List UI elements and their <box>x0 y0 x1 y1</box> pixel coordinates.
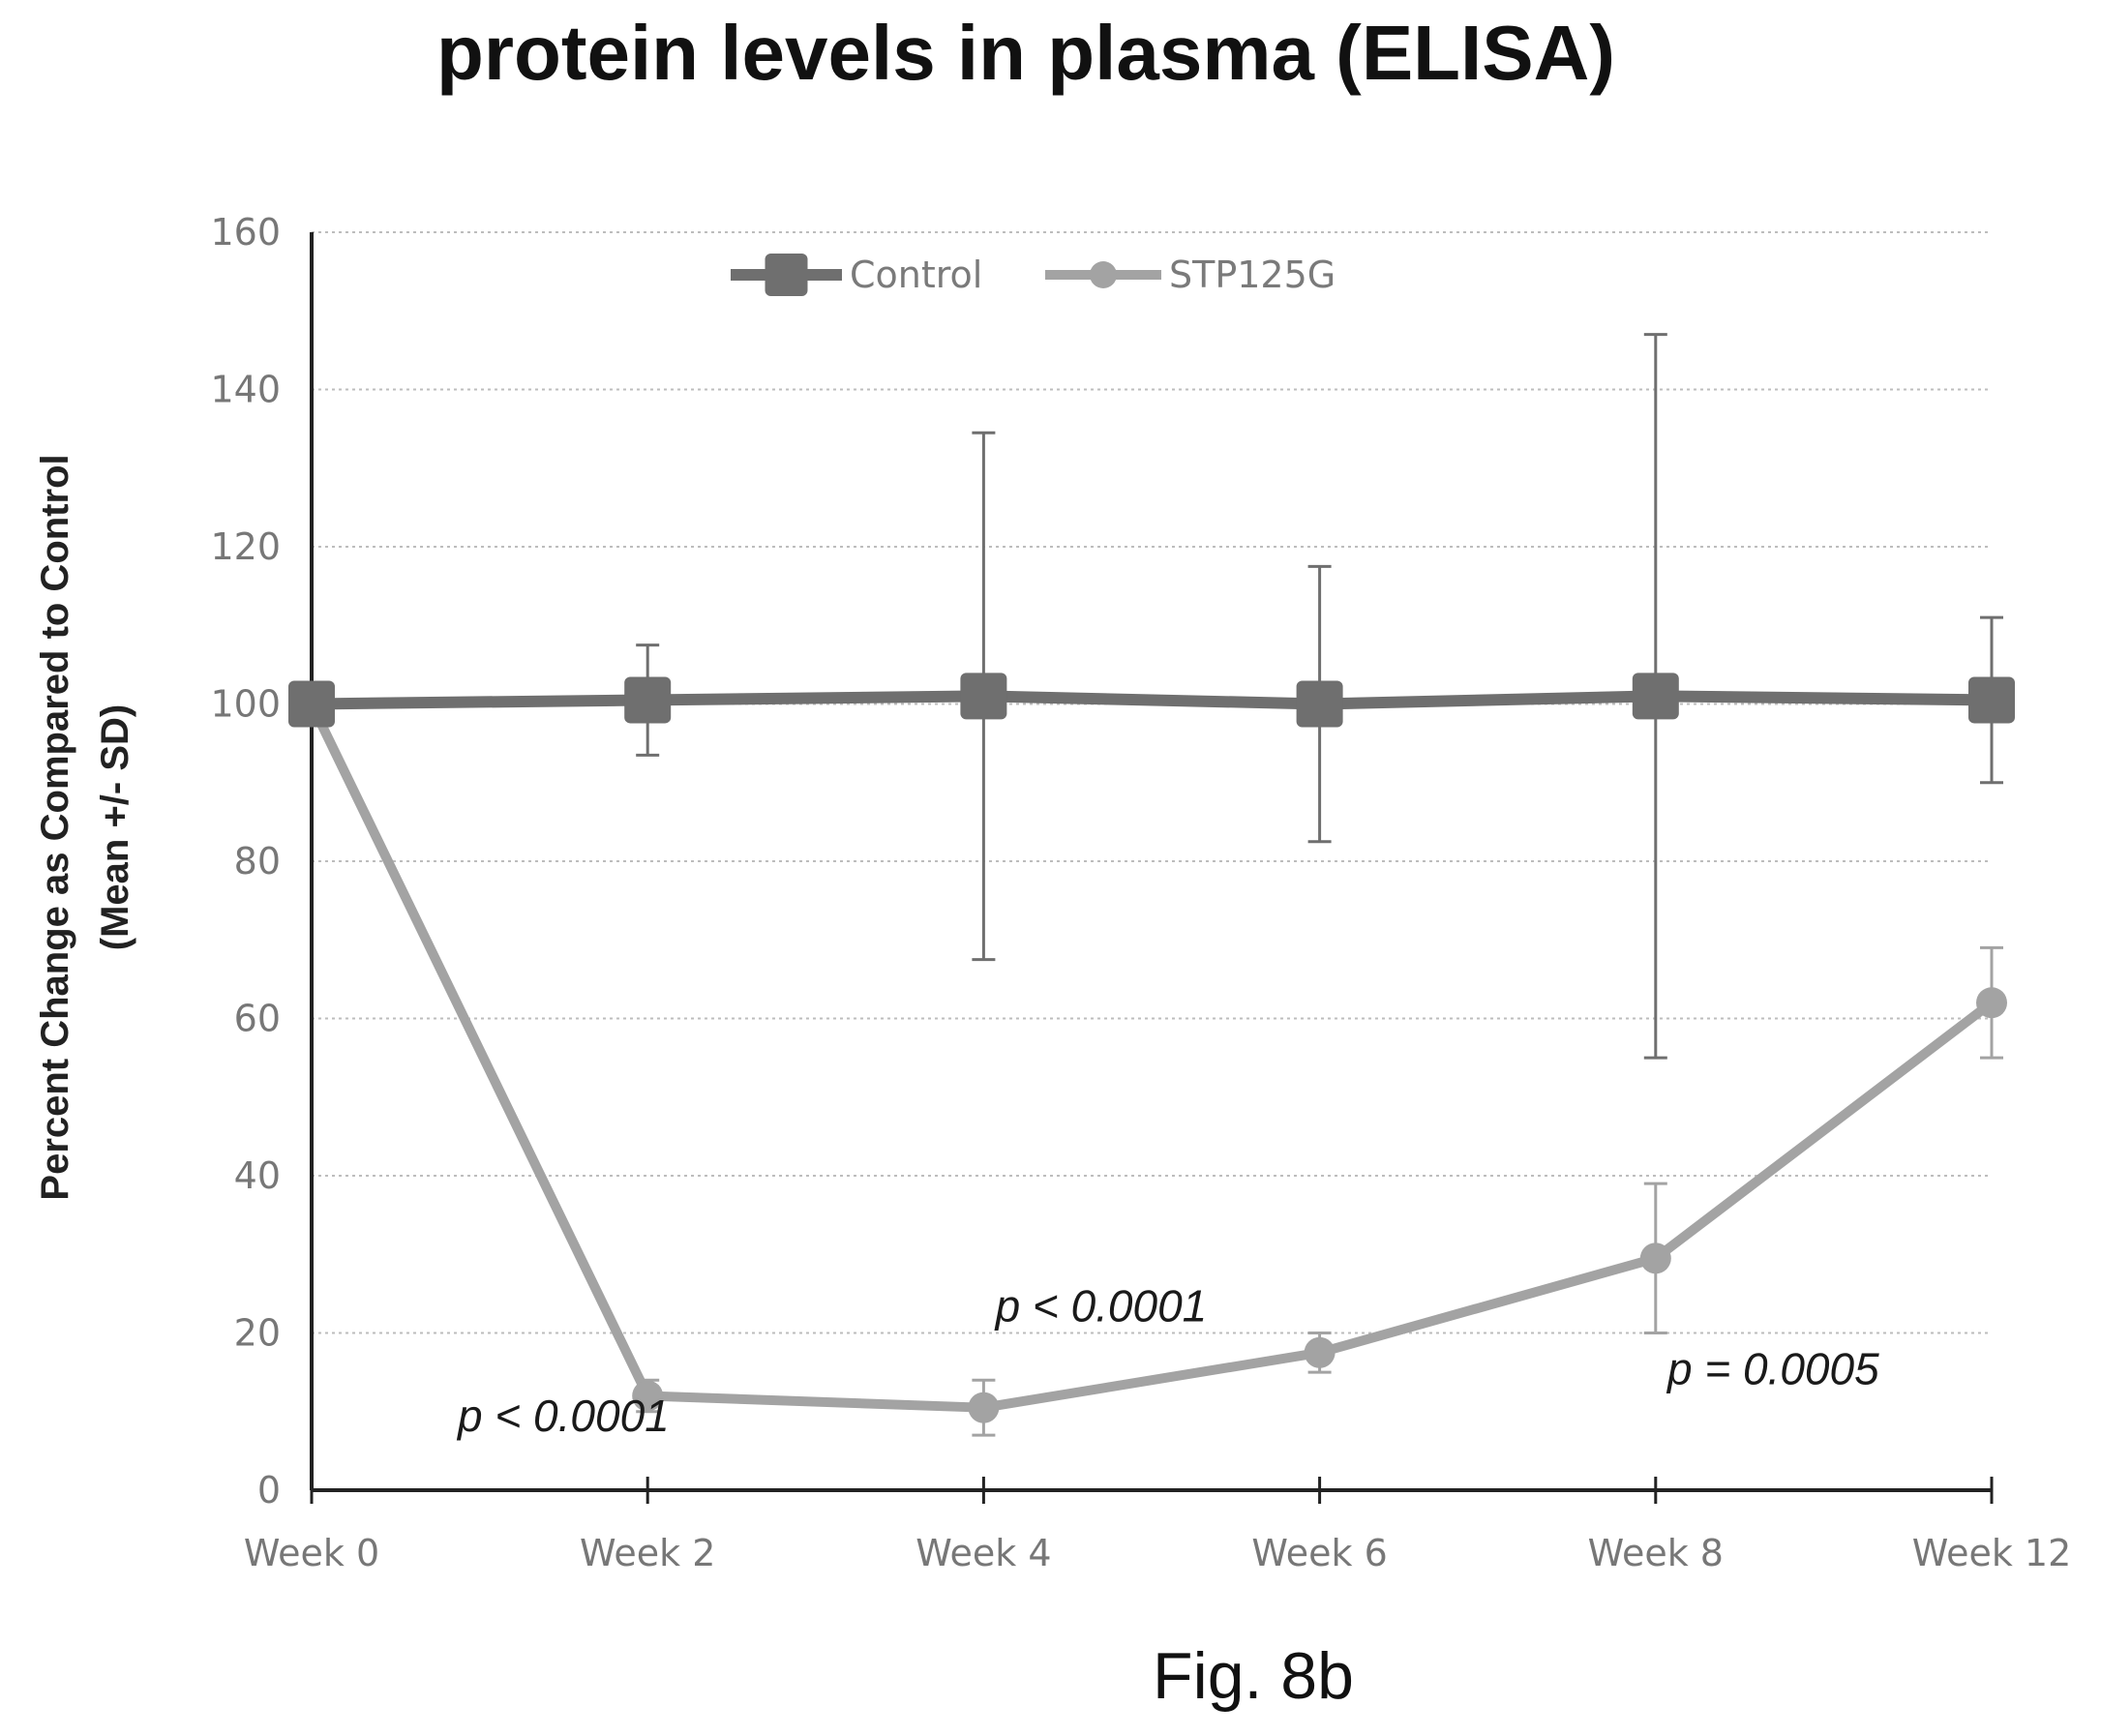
y-tick-label: 140 <box>210 369 281 411</box>
y-axis-ticks: 0 20 40 60 80 100 120 140 160 <box>210 211 281 1512</box>
legend-label: STP125G <box>1169 254 1336 296</box>
gridlines <box>312 231 1992 1334</box>
series-line <box>311 690 1993 710</box>
y-tick-label: 20 <box>234 1312 281 1355</box>
y-tick-label: 80 <box>234 840 281 883</box>
x-tick-label: Week 0 <box>244 1532 379 1574</box>
chart-title: protein levels in plasma (ELISA) <box>436 10 1615 96</box>
series-line <box>307 702 1996 1413</box>
p-value-label: p < 0.0001 <box>994 1280 1208 1331</box>
data-point <box>1968 676 2015 724</box>
y-tick-label: 40 <box>234 1154 281 1197</box>
data-point <box>288 680 335 728</box>
data-point <box>960 673 1007 720</box>
data-point <box>1632 673 1679 720</box>
legend-swatch-marker <box>1090 261 1117 288</box>
y-tick-label: 100 <box>210 683 281 726</box>
p-value-label: p = 0.0005 <box>1666 1343 1879 1393</box>
legend-label: Control <box>850 254 982 296</box>
x-tick-label: Week 6 <box>1251 1532 1387 1574</box>
y-axis-label-line1: Percent Change as Compared to Control <box>34 454 76 1200</box>
axes <box>310 232 1992 1492</box>
p-value-label: p < 0.0001 <box>456 1391 670 1441</box>
series-control <box>288 333 2015 1060</box>
p-value-annotations: p < 0.0001 p < 0.0001 p = 0.0005 <box>456 1280 1879 1441</box>
series-stp125g <box>296 688 2007 1437</box>
data-point <box>1296 680 1343 728</box>
legend: Control STP125G <box>731 254 1336 296</box>
y-tick-label: 60 <box>234 998 281 1040</box>
data-point <box>1976 987 2007 1019</box>
legend-item-control: Control <box>731 254 982 296</box>
legend-item-stp125g: STP125G <box>1045 254 1336 296</box>
y-axis-label-line2: (Mean +/- SD) <box>94 704 136 950</box>
data-point <box>968 1392 1000 1423</box>
x-tick-label: Week 4 <box>915 1532 1051 1574</box>
data-point <box>624 676 672 724</box>
y-tick-label: 0 <box>257 1469 281 1512</box>
x-tick-label: Week 8 <box>1588 1532 1724 1574</box>
x-tick-label: Week 2 <box>580 1532 715 1574</box>
y-axis-title: Percent Change as Compared to Control (M… <box>34 454 136 1200</box>
x-axis-ticks: Week 0 Week 2 Week 4 Week 6 Week 8 Week 12 <box>244 1477 2071 1574</box>
series-layer <box>288 333 2015 1437</box>
data-point <box>1639 1242 1671 1274</box>
y-tick-label: 120 <box>210 525 281 568</box>
y-tick-label: 160 <box>210 211 281 254</box>
data-point <box>1304 1336 1336 1368</box>
x-tick-label: Week 12 <box>1912 1532 2072 1574</box>
figure-label: Fig. 8b <box>1153 1639 1354 1713</box>
data-point <box>632 1380 664 1412</box>
legend-swatch-marker <box>765 254 808 296</box>
